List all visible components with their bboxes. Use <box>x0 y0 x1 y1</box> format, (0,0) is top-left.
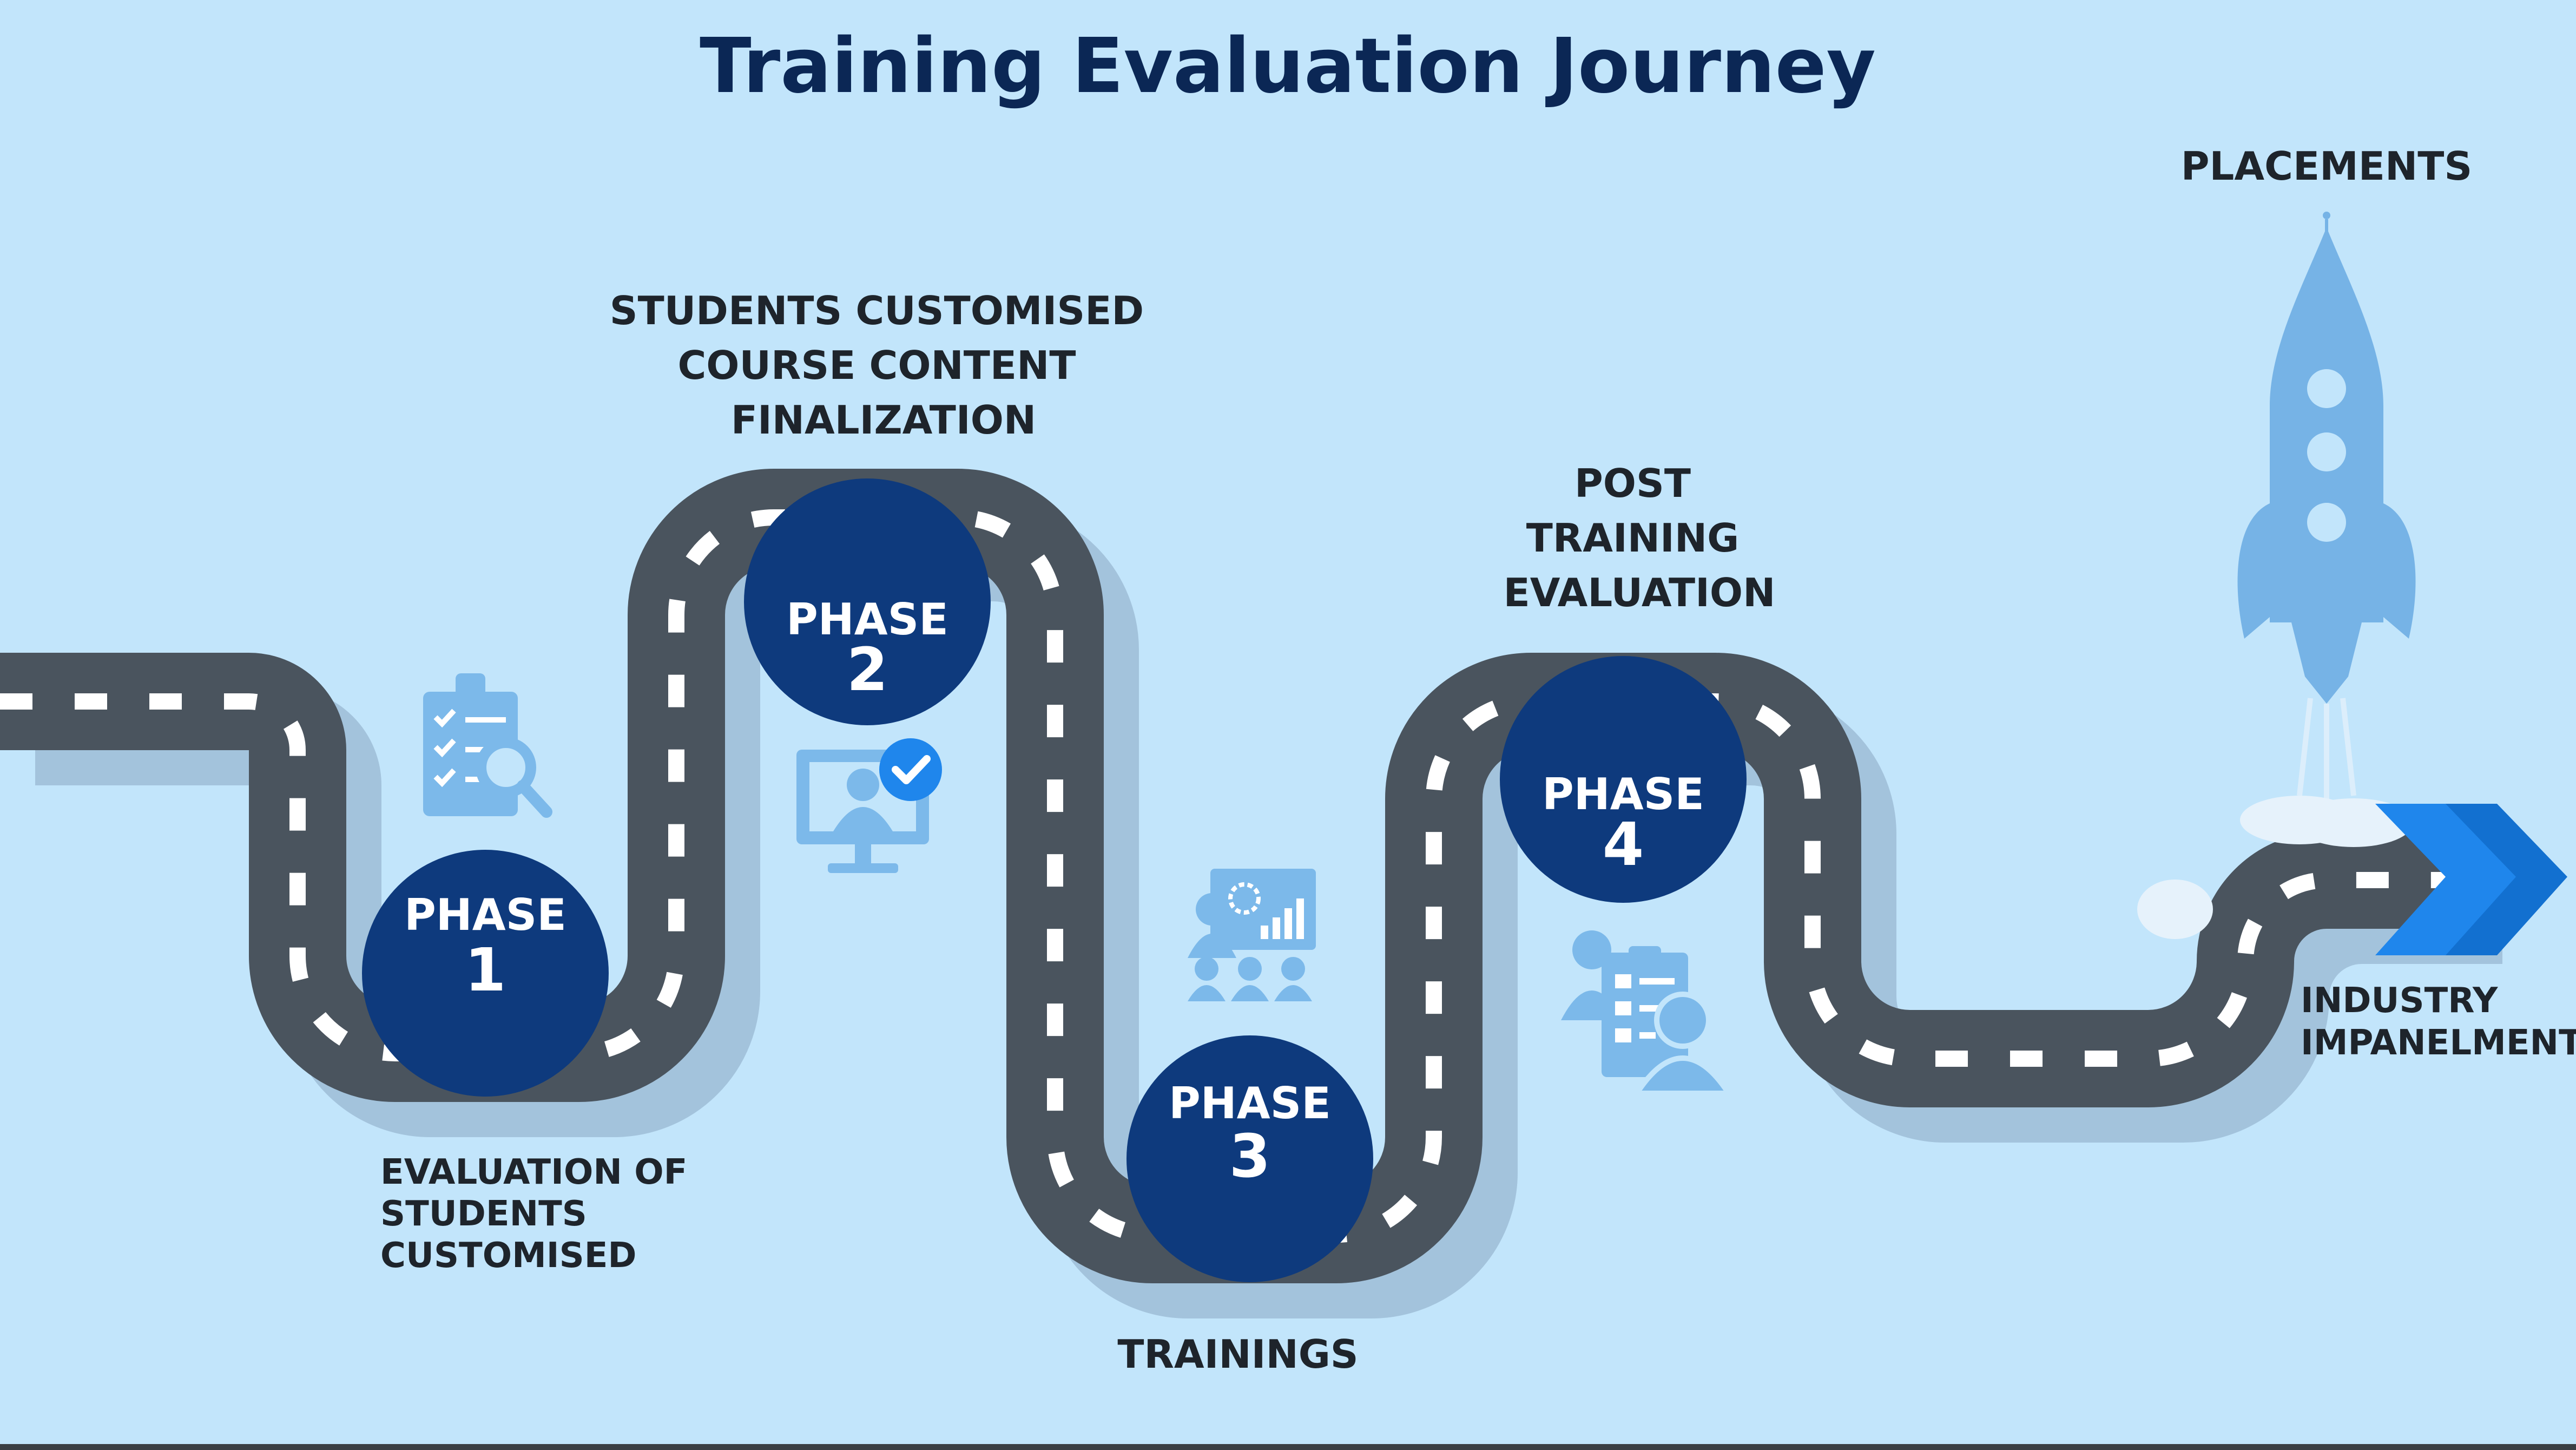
industry-impanelment-label: INDUSTRY IMPANELMENT <box>2301 981 2576 1063</box>
phase-2-label-line-1: STUDENTS CUSTOMISED <box>610 288 1144 333</box>
phase-4-number: 4 <box>1603 810 1644 879</box>
phase-1-number: 1 <box>465 935 506 1005</box>
phase-4-label: POST TRAINING EVALUATION <box>1504 461 1776 615</box>
phase-1-label-line-3: CUSTOMISED <box>380 1236 637 1276</box>
placements-goal: PLACEMENTS <box>2137 143 2472 939</box>
phase-4-label-line-3: EVALUATION <box>1504 570 1776 615</box>
phase-4: PHASE 4 POST TRAINING EVALUATION <box>1500 461 1776 1096</box>
phase-2-label-line-2: COURSE CONTENT <box>677 343 1076 388</box>
phase-3-word: PHASE <box>1169 1078 1331 1128</box>
phase-3: PHASE 3 TRAININGS <box>1117 869 1373 1377</box>
phase-4-label-line-2: TRAINING <box>1526 515 1739 561</box>
phase-2-number: 2 <box>847 635 888 704</box>
rocket-icon <box>2137 212 2416 939</box>
phase-3-badge <box>1126 1035 1373 1282</box>
phase-1-badge <box>362 850 609 1097</box>
phase-3-label: TRAININGS <box>1117 1331 1358 1377</box>
double-chevron-right-icon <box>2375 804 2567 955</box>
clipboard-search-icon <box>423 673 552 818</box>
industry-impanelment-line-2: IMPANELMENT <box>2301 1023 2576 1063</box>
evaluation-form-icon <box>1561 930 1734 1096</box>
phase-1-label-line-2: STUDENTS <box>380 1194 587 1234</box>
phase-4-label-line-1: POST <box>1574 461 1691 506</box>
phase-1: PHASE 1 EVALUATION OF STUDENTS CUSTOMISE… <box>362 673 700 1276</box>
phase-4-word: PHASE <box>1542 769 1704 819</box>
phase-2-word: PHASE <box>786 594 948 645</box>
phase-2: PHASE 2 STUDENTS CUSTOMISED COURSE CONTE… <box>610 288 1157 873</box>
phase-1-word: PHASE <box>404 890 566 940</box>
phase-4-badge <box>1500 656 1747 903</box>
placements-label: PLACEMENTS <box>2181 143 2472 189</box>
industry-impanelment-line-1: INDUSTRY <box>2301 981 2498 1021</box>
phase-2-label: STUDENTS CUSTOMISED COURSE CONTENT FINAL… <box>610 288 1157 443</box>
presentation-team-icon <box>1188 869 1316 1001</box>
phase-1-label-line-1: EVALUATION OF <box>380 1152 687 1192</box>
bottom-border <box>0 1444 2576 1450</box>
phase-2-label-line-3: FINALIZATION <box>731 397 1036 443</box>
phase-3-number: 3 <box>1229 1121 1271 1191</box>
phase-2-badge <box>744 478 991 725</box>
monitor-user-check-icon <box>796 738 942 873</box>
industry-impanelment: INDUSTRY IMPANELMENT <box>2301 804 2576 1063</box>
phase-1-label: EVALUATION OF STUDENTS CUSTOMISED <box>380 1152 700 1276</box>
diagram-title: Training Evaluation Journey <box>700 22 1876 110</box>
